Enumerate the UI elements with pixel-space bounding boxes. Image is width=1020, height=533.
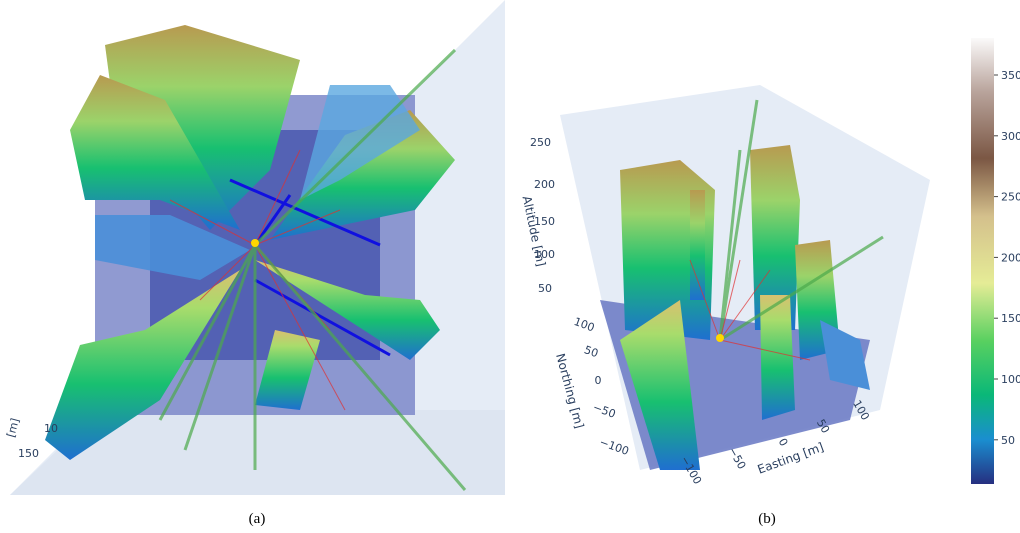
- panel-b: Altitude [m] 250 200 150 100 50 Northing…: [520, 85, 930, 527]
- building: [760, 295, 795, 420]
- tick-label: 10: [44, 422, 58, 435]
- tick-label: 50: [582, 343, 600, 360]
- tick-label: −100: [598, 435, 631, 458]
- tick-label: −100: [678, 454, 704, 487]
- tick-label: −50: [591, 401, 617, 421]
- tick-label: −50: [726, 445, 749, 472]
- tick-label: 250: [530, 136, 551, 149]
- tick-label: 100: [534, 248, 555, 261]
- colorbar-tick-label: 50: [1001, 434, 1015, 447]
- source: [716, 334, 724, 342]
- northing-title: Northing [m]: [553, 352, 586, 430]
- axis-title: [m]: [4, 417, 22, 439]
- colorbar-tick-label: 250: [1001, 191, 1020, 204]
- tick-label: 200: [534, 178, 555, 191]
- colorbar-tick-label: 350: [1001, 69, 1020, 82]
- tick-label: 100: [572, 315, 596, 334]
- colorbar-tick-label: 200: [1001, 251, 1020, 264]
- tick-label: 150: [534, 215, 555, 228]
- figure: [m] 10 150 (a) Altitude [m] 250 200 150 …: [0, 0, 1020, 533]
- source: [251, 239, 259, 247]
- caption: (a): [249, 511, 266, 527]
- easting-title: Easting [m]: [756, 440, 826, 477]
- colorbar: 350 300 250 200 150 100 50: [971, 38, 1020, 484]
- colorbar-tick-label: 300: [1001, 130, 1020, 143]
- tick-label: 150: [18, 447, 39, 460]
- colorbar-tick-label: 150: [1001, 312, 1020, 325]
- tick-label: 0: [595, 374, 602, 387]
- panel-a: [m] 10 150 (a): [4, 0, 505, 527]
- colorbar-tick-label: 100: [1001, 373, 1020, 386]
- tick-label: 50: [538, 282, 552, 295]
- building: [690, 190, 705, 300]
- caption: (b): [758, 511, 776, 527]
- colorbar-scale: [971, 38, 994, 484]
